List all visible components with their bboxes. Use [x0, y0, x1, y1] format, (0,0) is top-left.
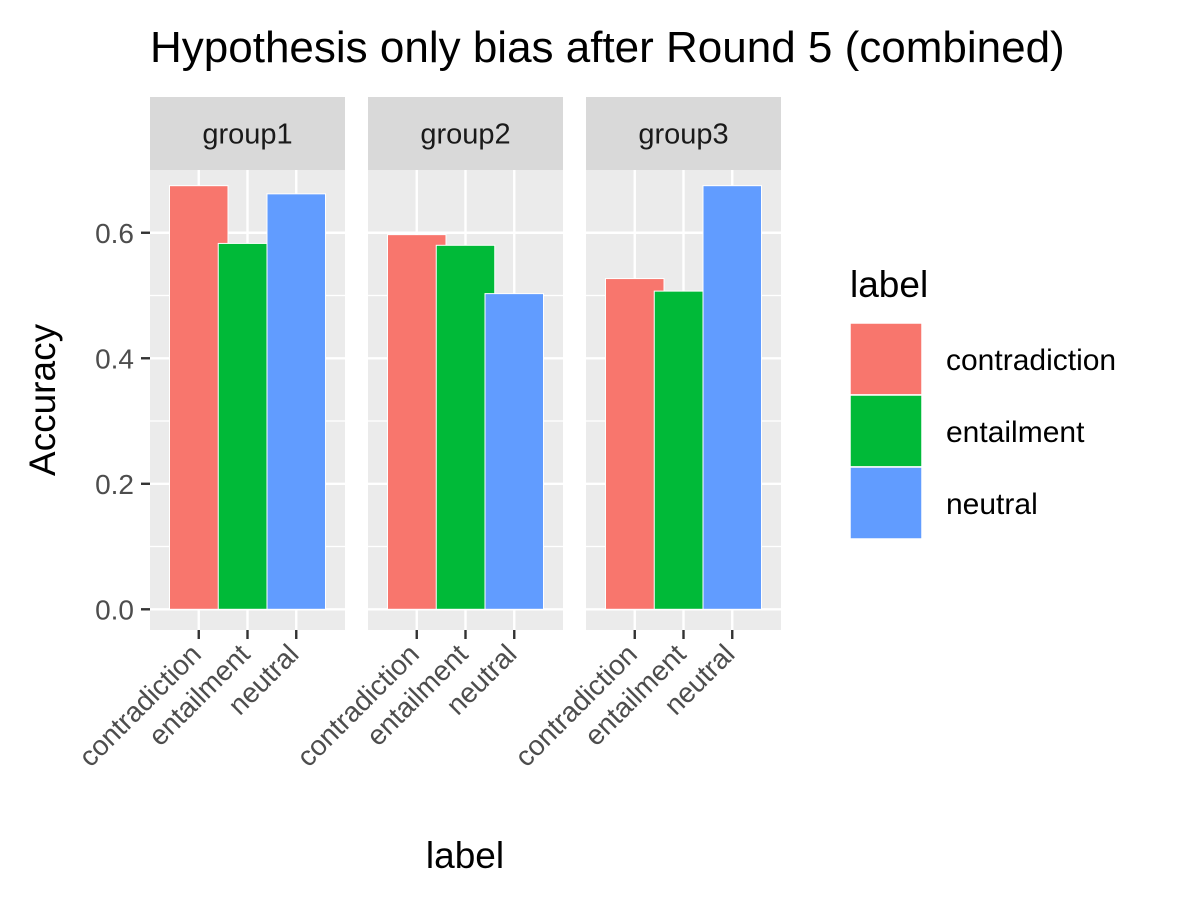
- legend-key-neutral: [849, 466, 923, 540]
- y-tick-label: 0.2: [95, 469, 134, 500]
- bar-group2-neutral: [484, 293, 544, 610]
- y-tick-label: 0.6: [95, 218, 134, 249]
- facet-panels: group1contradictionentailmentneutralgrou…: [73, 97, 781, 773]
- legend-label-neutral: neutral: [946, 488, 1038, 521]
- legend-title: label: [850, 264, 928, 305]
- facet-strip: [586, 97, 781, 170]
- y-axis: 0.0 0.2 0.4 0.6: [95, 218, 150, 625]
- x-axis-title: label: [426, 835, 504, 876]
- facet-strip: [368, 97, 563, 170]
- legend-label-contradiction: contradiction: [946, 344, 1116, 377]
- legend-label-entailment: entailment: [946, 416, 1085, 449]
- y-tick-label: 0.4: [95, 343, 134, 374]
- facet-strip: [150, 97, 345, 170]
- y-tick-label: 0.0: [95, 594, 134, 625]
- facet-strip-label: group2: [420, 119, 510, 151]
- facet-strip-label: group1: [202, 119, 292, 151]
- y-axis-title: Accuracy: [22, 323, 63, 476]
- bar-group1-neutral: [266, 193, 326, 610]
- legend: label contradiction entailment neutral: [849, 264, 1116, 540]
- legend-key-entailment: [849, 394, 923, 468]
- chart-title: Hypothesis only bias after Round 5 (comb…: [150, 23, 1065, 72]
- legend-key-contradiction: [849, 322, 923, 396]
- facet-strip-label: group3: [638, 119, 728, 151]
- bar-group3-neutral: [702, 185, 762, 610]
